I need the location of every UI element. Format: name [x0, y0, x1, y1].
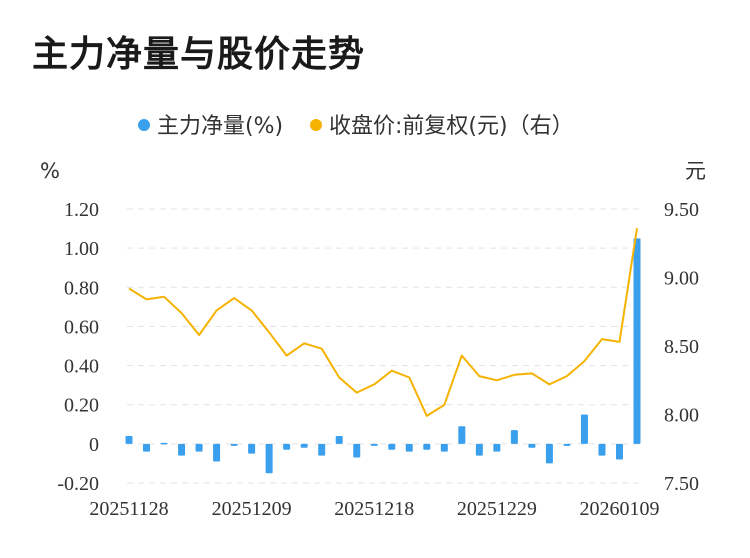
- net-flow-bar: [458, 426, 466, 444]
- left-axis-ticks: 1.20 1.00 0.80 0.60 0.40 0.20 0 -0.20: [57, 199, 99, 495]
- net-flow-bar: [178, 443, 186, 456]
- net-flow-bar: [283, 443, 291, 450]
- net-flow-bar: [370, 443, 378, 446]
- right-axis-ticks: 9.50 9.00 8.50 8.00 7.50: [664, 199, 699, 495]
- net-flow-bar: [545, 443, 553, 464]
- right-tick-label: 9.50: [664, 199, 699, 221]
- net-flow-bar: [423, 443, 431, 450]
- left-tick-label: 1.00: [64, 238, 99, 260]
- net-flow-bar: [563, 443, 571, 446]
- net-flow-bar: [580, 414, 588, 444]
- left-tick-label: 0.60: [64, 316, 99, 338]
- net-flow-bar: [300, 443, 308, 448]
- left-tick-label: -0.20: [57, 473, 99, 495]
- net-flow-bar: [318, 443, 326, 456]
- net-flow-bar: [160, 442, 168, 445]
- net-flow-bar: [475, 443, 483, 456]
- left-tick-label: 0.80: [64, 277, 99, 299]
- close-price-line: [128, 228, 638, 417]
- left-axis-unit: %: [40, 159, 60, 183]
- net-flow-bar: [125, 436, 133, 444]
- right-axis-unit: 元: [685, 159, 706, 183]
- net-flow-bar: [528, 443, 536, 448]
- x-tick-label: 20251218: [334, 498, 414, 520]
- net-flow-bar: [493, 443, 501, 452]
- legend-label-net-flow: 主力净量(%): [157, 114, 283, 139]
- net-flow-bar: [615, 443, 623, 460]
- legend-label-close-price: 收盘价:前复权(元)（右）: [329, 114, 574, 139]
- net-flow-bar: [265, 443, 273, 474]
- x-axis-ticks: 20251128 20251209 20251218 20251229 20260109: [89, 498, 659, 520]
- net-flow-bar: [633, 238, 641, 444]
- x-tick-label: 20260109: [579, 498, 659, 520]
- right-tick-label: 8.50: [664, 336, 699, 358]
- right-tick-label: 8.00: [664, 405, 699, 427]
- net-flow-bar: [143, 443, 151, 452]
- left-tick-label: 1.20: [64, 199, 99, 221]
- legend-marker-net-flow: [138, 119, 150, 131]
- net-flow-bar: [388, 443, 396, 450]
- net-flow-bar: [510, 430, 518, 444]
- gridlines: [127, 208, 642, 484]
- legend-marker-close-price: [310, 119, 322, 131]
- legend: 主力净量(%) 收盘价:前复权(元)（右）: [138, 114, 574, 139]
- net-flow-bar: [335, 436, 343, 444]
- x-tick-label: 20251209: [212, 498, 292, 520]
- net-flow-bar: [248, 443, 256, 454]
- left-tick-label: 0: [89, 434, 99, 456]
- net-flow-bar: [440, 443, 448, 452]
- net-flow-bar: [213, 443, 221, 462]
- net-flow-bar: [195, 443, 203, 452]
- right-tick-label: 7.50: [664, 473, 699, 495]
- close-price-series-line: [128, 228, 638, 417]
- x-tick-label: 20251128: [89, 498, 168, 520]
- page-title: 主力净量与股价走势: [32, 34, 366, 75]
- net-flow-bar: [598, 443, 606, 456]
- net-flow-bar: [353, 443, 361, 458]
- net-flow-bar: [230, 443, 238, 446]
- x-tick-label: 20251229: [457, 498, 537, 520]
- net-flow-bar: [405, 443, 413, 452]
- left-tick-label: 0.20: [64, 395, 99, 417]
- left-tick-label: 0.40: [64, 356, 99, 378]
- right-tick-label: 9.00: [664, 268, 699, 290]
- net-flow-bars: [125, 238, 641, 474]
